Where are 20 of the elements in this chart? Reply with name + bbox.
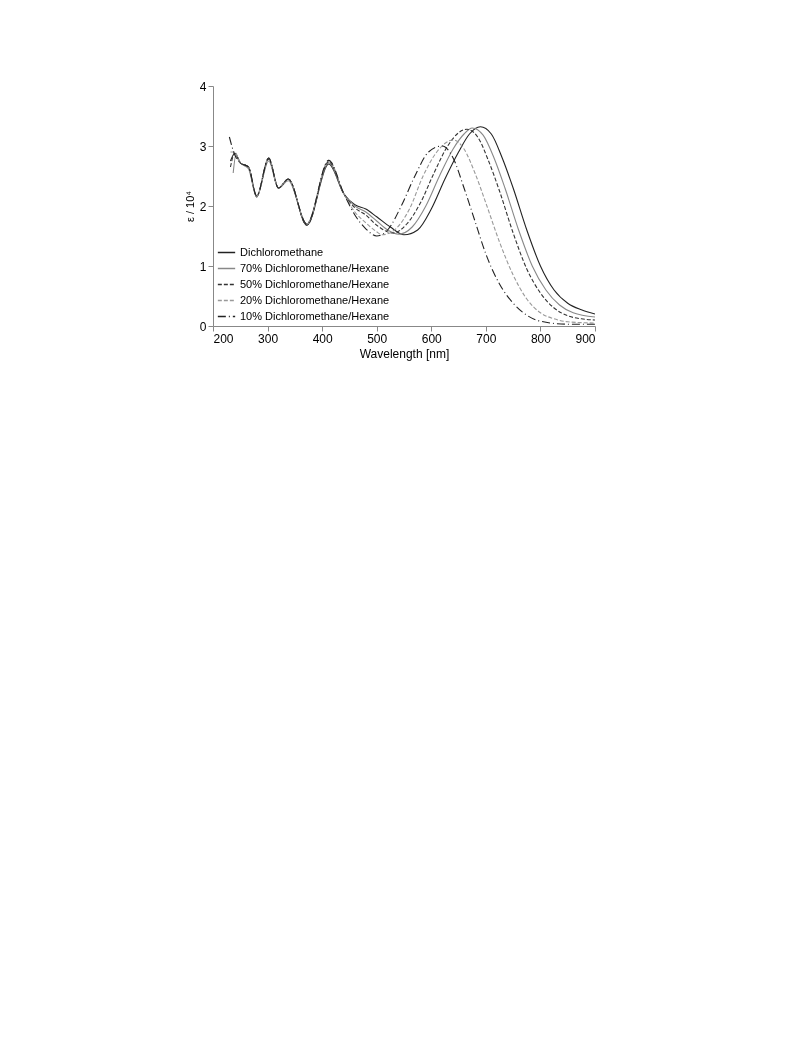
x-axis-title: Wavelength [nm] — [359, 346, 450, 361]
legend-label: 70% Dichloromethane/Hexane — [240, 261, 390, 274]
y-axis-title: ε / 10⁴ — [183, 190, 196, 223]
y-tick-label: 0 — [199, 319, 207, 334]
legend-label: 50% Dichloromethane/Hexane — [240, 277, 390, 290]
x-tick-label: 500 — [367, 331, 388, 346]
legend-label: 20% Dichloromethane/Hexane — [240, 293, 390, 306]
x-tick-label: 700 — [476, 331, 497, 346]
y-tick-label: 4 — [199, 79, 207, 94]
x-tick-label: 400 — [312, 331, 333, 346]
x-tick-label: 800 — [530, 331, 552, 346]
x-tick-label: 200 — [213, 331, 234, 346]
x-tick-label: 600 — [421, 331, 443, 346]
y-tick-label: 3 — [199, 139, 207, 154]
x-tick-label: 900 — [575, 331, 596, 346]
x-tick-label: 300 — [258, 331, 279, 346]
y-tick-label: 2 — [199, 199, 207, 214]
legend-label: 10% Dichloromethane/Hexane — [240, 309, 390, 322]
legend-label: Dichloromethane — [240, 245, 324, 258]
y-tick-label: 1 — [199, 259, 207, 274]
